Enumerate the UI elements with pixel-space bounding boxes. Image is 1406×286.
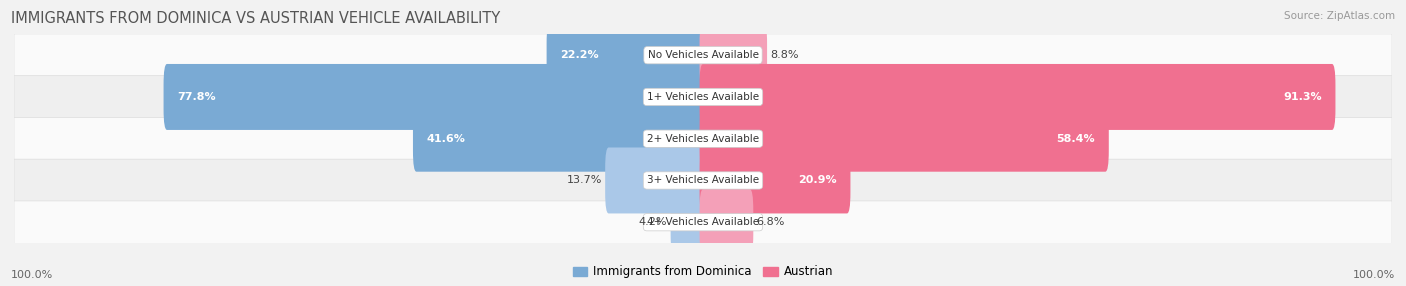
Text: 100.0%: 100.0% — [1353, 270, 1395, 280]
FancyBboxPatch shape — [671, 189, 706, 255]
FancyBboxPatch shape — [413, 106, 706, 172]
Text: IMMIGRANTS FROM DOMINICA VS AUSTRIAN VEHICLE AVAILABILITY: IMMIGRANTS FROM DOMINICA VS AUSTRIAN VEH… — [11, 11, 501, 26]
FancyBboxPatch shape — [163, 64, 706, 130]
Text: 4+ Vehicles Available: 4+ Vehicles Available — [647, 217, 759, 227]
Text: No Vehicles Available: No Vehicles Available — [648, 50, 758, 60]
Text: 22.2%: 22.2% — [561, 50, 599, 60]
FancyBboxPatch shape — [700, 64, 1336, 130]
Text: Source: ZipAtlas.com: Source: ZipAtlas.com — [1284, 11, 1395, 21]
FancyBboxPatch shape — [700, 106, 1109, 172]
Text: 20.9%: 20.9% — [799, 176, 837, 185]
Text: 3+ Vehicles Available: 3+ Vehicles Available — [647, 176, 759, 185]
Text: 1+ Vehicles Available: 1+ Vehicles Available — [647, 92, 759, 102]
FancyBboxPatch shape — [700, 22, 768, 88]
Text: 13.7%: 13.7% — [567, 176, 602, 185]
FancyBboxPatch shape — [14, 159, 1392, 202]
Text: 4.2%: 4.2% — [638, 217, 668, 227]
FancyBboxPatch shape — [14, 201, 1392, 243]
FancyBboxPatch shape — [700, 189, 754, 255]
FancyBboxPatch shape — [700, 148, 851, 213]
Text: 41.6%: 41.6% — [427, 134, 465, 144]
Text: 58.4%: 58.4% — [1056, 134, 1095, 144]
FancyBboxPatch shape — [14, 76, 1392, 118]
FancyBboxPatch shape — [14, 34, 1392, 76]
Text: 91.3%: 91.3% — [1284, 92, 1322, 102]
Text: 6.8%: 6.8% — [756, 217, 785, 227]
Text: 2+ Vehicles Available: 2+ Vehicles Available — [647, 134, 759, 144]
FancyBboxPatch shape — [547, 22, 706, 88]
Legend: Immigrants from Dominica, Austrian: Immigrants from Dominica, Austrian — [568, 261, 838, 283]
Text: 77.8%: 77.8% — [177, 92, 217, 102]
Text: 8.8%: 8.8% — [770, 50, 799, 60]
FancyBboxPatch shape — [14, 118, 1392, 160]
Text: 100.0%: 100.0% — [11, 270, 53, 280]
FancyBboxPatch shape — [605, 148, 706, 213]
